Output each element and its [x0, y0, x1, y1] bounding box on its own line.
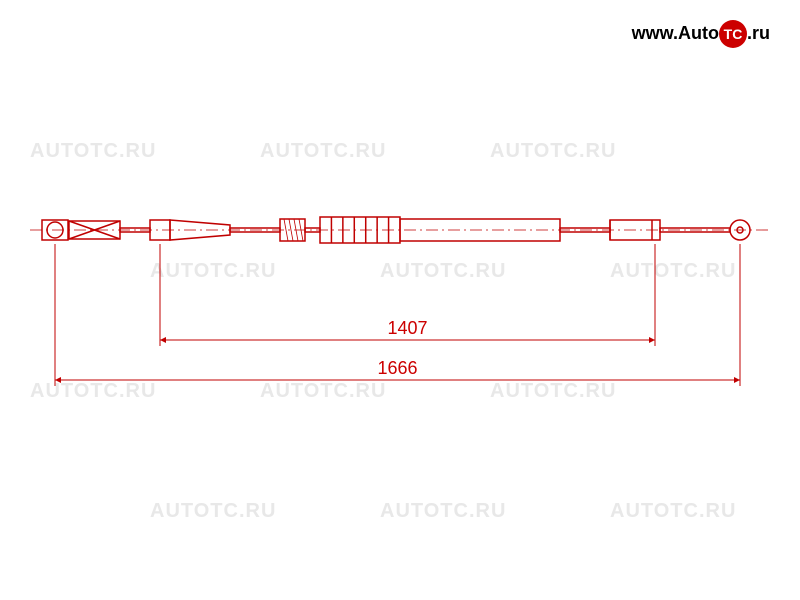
dimension-value: 1666 — [377, 358, 417, 378]
cable-assembly — [30, 217, 770, 243]
dimension-value: 1407 — [387, 318, 427, 338]
technical-drawing: 1407 1666 — [0, 0, 800, 600]
dimension-lines: 1407 1666 — [55, 244, 740, 386]
